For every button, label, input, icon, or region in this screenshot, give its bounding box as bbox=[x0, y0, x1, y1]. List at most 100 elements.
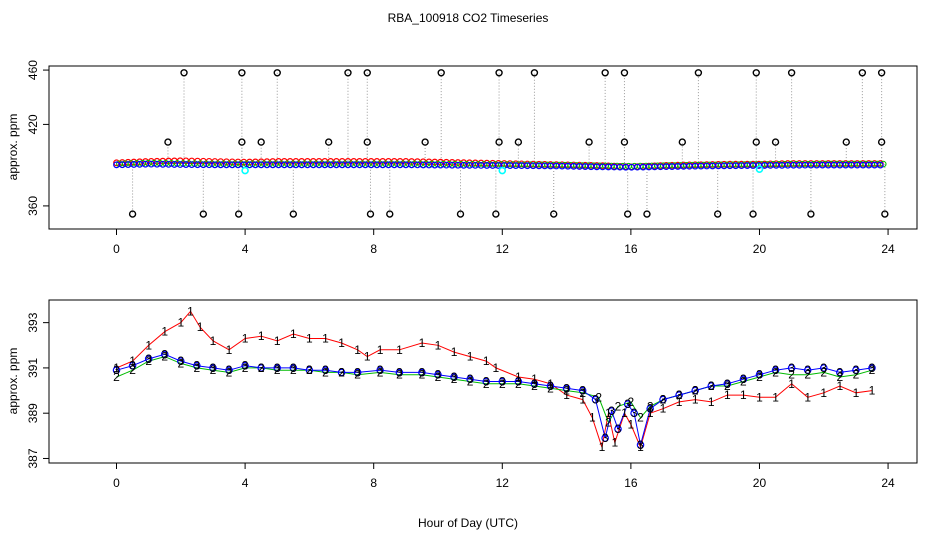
series-1-point: 1 bbox=[493, 361, 500, 375]
series-3-point: 3 bbox=[177, 354, 184, 368]
series-1-point: 1 bbox=[161, 325, 168, 339]
x-tick-label: 0 bbox=[113, 476, 120, 490]
series-1-point: 1 bbox=[354, 343, 361, 357]
series-1-point: 1 bbox=[210, 334, 217, 348]
series-1-point: 1 bbox=[869, 384, 876, 398]
outlier-low-point bbox=[492, 210, 500, 218]
series-1-point: 1 bbox=[531, 372, 538, 386]
series-1-point: 1 bbox=[322, 331, 329, 345]
series-3-circle bbox=[755, 370, 764, 379]
series-3-point: 3 bbox=[483, 375, 490, 389]
series-3-point: 3 bbox=[531, 377, 538, 391]
series-3-point: 3 bbox=[515, 375, 522, 389]
series-3-circle bbox=[337, 368, 346, 377]
series-3-circle bbox=[723, 379, 732, 388]
series-2-point: 2 bbox=[306, 363, 313, 377]
series-1-point: 1 bbox=[515, 370, 522, 384]
series-2-point: 2 bbox=[615, 399, 622, 413]
x-tick-label: 4 bbox=[242, 242, 249, 256]
outlier-mid-point bbox=[620, 138, 629, 146]
series-3-point: 3 bbox=[853, 363, 860, 377]
outlier-mid-point bbox=[842, 138, 850, 146]
series-3-point: 3 bbox=[579, 384, 586, 398]
series-2-point: 2 bbox=[338, 365, 345, 379]
series-3-circle bbox=[636, 441, 645, 449]
x-tick-label: 8 bbox=[370, 476, 377, 490]
series-1-point: 1 bbox=[377, 343, 384, 357]
bottom-x-axis: 0 4 8 12 16 20 24 bbox=[113, 463, 895, 490]
series-2-point: 2 bbox=[837, 370, 844, 384]
series-3-point: 3 bbox=[869, 361, 876, 375]
outlier-low-point bbox=[366, 210, 375, 218]
bottom-plot-frame bbox=[48, 299, 918, 464]
series-2-point: 2 bbox=[647, 399, 654, 413]
series-1-point: 1 bbox=[451, 345, 458, 359]
series-3-circle bbox=[739, 375, 748, 384]
outlier-low-point bbox=[881, 210, 889, 218]
y-tick-label: 391 bbox=[26, 358, 40, 378]
y-tick-label: 460 bbox=[26, 60, 40, 80]
top-plot-area bbox=[113, 69, 889, 218]
series-3-point: 3 bbox=[274, 361, 281, 375]
series-2-point: 2 bbox=[595, 390, 602, 404]
x-tick-label: 20 bbox=[753, 476, 767, 490]
outlier-mid-point bbox=[678, 138, 687, 146]
series-2-point: 2 bbox=[756, 370, 763, 384]
series-3-point: 3 bbox=[708, 379, 715, 393]
series-3-point: 3 bbox=[592, 393, 599, 407]
series-3-circle bbox=[623, 400, 632, 408]
outlier-high-point bbox=[530, 69, 539, 77]
top-y-axis: 360 420 460 bbox=[26, 60, 49, 216]
series-3-circle bbox=[562, 384, 571, 393]
series-1-point: 1 bbox=[129, 354, 136, 368]
series-2-point: 2 bbox=[161, 350, 168, 364]
series-2-point: 2 bbox=[605, 415, 612, 429]
top-panel: 0 4 8 12 16 20 24 360 420 460 approx. ppm bbox=[6, 60, 918, 256]
series-1-point: 1 bbox=[599, 440, 606, 454]
series-1-point: 1 bbox=[467, 350, 474, 364]
series-3-point: 3 bbox=[772, 363, 779, 377]
series-3-circle bbox=[530, 379, 539, 388]
series-3-point: 3 bbox=[660, 393, 667, 407]
series-3-circle bbox=[803, 366, 812, 374]
outlier-high-point bbox=[620, 69, 629, 77]
series-3-circle bbox=[630, 409, 638, 417]
outlier-low-point bbox=[623, 210, 632, 218]
series-3-circle bbox=[836, 368, 844, 377]
outlier-mid-point bbox=[585, 138, 593, 146]
series-3-circle bbox=[177, 357, 185, 365]
series-2-point: 2 bbox=[290, 363, 297, 377]
series-3-point: 3 bbox=[647, 402, 654, 416]
series-2-point: 2 bbox=[322, 365, 329, 379]
series-3-circle bbox=[675, 391, 683, 399]
series-2-point: 2 bbox=[740, 375, 747, 389]
series-2-point: 2 bbox=[451, 372, 458, 386]
series-3-point: 3 bbox=[226, 363, 233, 377]
series-3-point: 3 bbox=[290, 361, 297, 375]
series-1-point: 1 bbox=[187, 304, 194, 318]
series-3-circle bbox=[659, 395, 667, 404]
series-3-point: 3 bbox=[306, 363, 313, 377]
series-1-point: 1 bbox=[853, 386, 860, 400]
series-1-point: 1 bbox=[820, 386, 827, 400]
series-3-circle bbox=[546, 382, 555, 390]
series-3-circle bbox=[601, 434, 609, 442]
series-1-point: 1 bbox=[145, 338, 152, 352]
series-3-point: 3 bbox=[419, 365, 426, 379]
series-1-point: 1 bbox=[396, 343, 403, 357]
series-3-point: 3 bbox=[396, 365, 403, 379]
series-1-point: 1 bbox=[290, 327, 297, 341]
series-2-point: 2 bbox=[242, 361, 249, 375]
outlier-high-point bbox=[238, 69, 246, 77]
series-1-point: 1 bbox=[579, 393, 586, 407]
baseline-point-blue bbox=[876, 161, 884, 169]
x-tick-label: 16 bbox=[624, 242, 638, 256]
x-tick-label: 12 bbox=[496, 242, 510, 256]
series-1-point: 1 bbox=[804, 390, 811, 404]
series-3-circle bbox=[321, 366, 330, 374]
outlier-mid-point bbox=[752, 138, 760, 146]
series-1-point: 1 bbox=[772, 390, 779, 404]
series-line-1 bbox=[116, 310, 873, 449]
series-2-point: 2 bbox=[354, 368, 361, 382]
series-1-point: 1 bbox=[611, 436, 618, 450]
